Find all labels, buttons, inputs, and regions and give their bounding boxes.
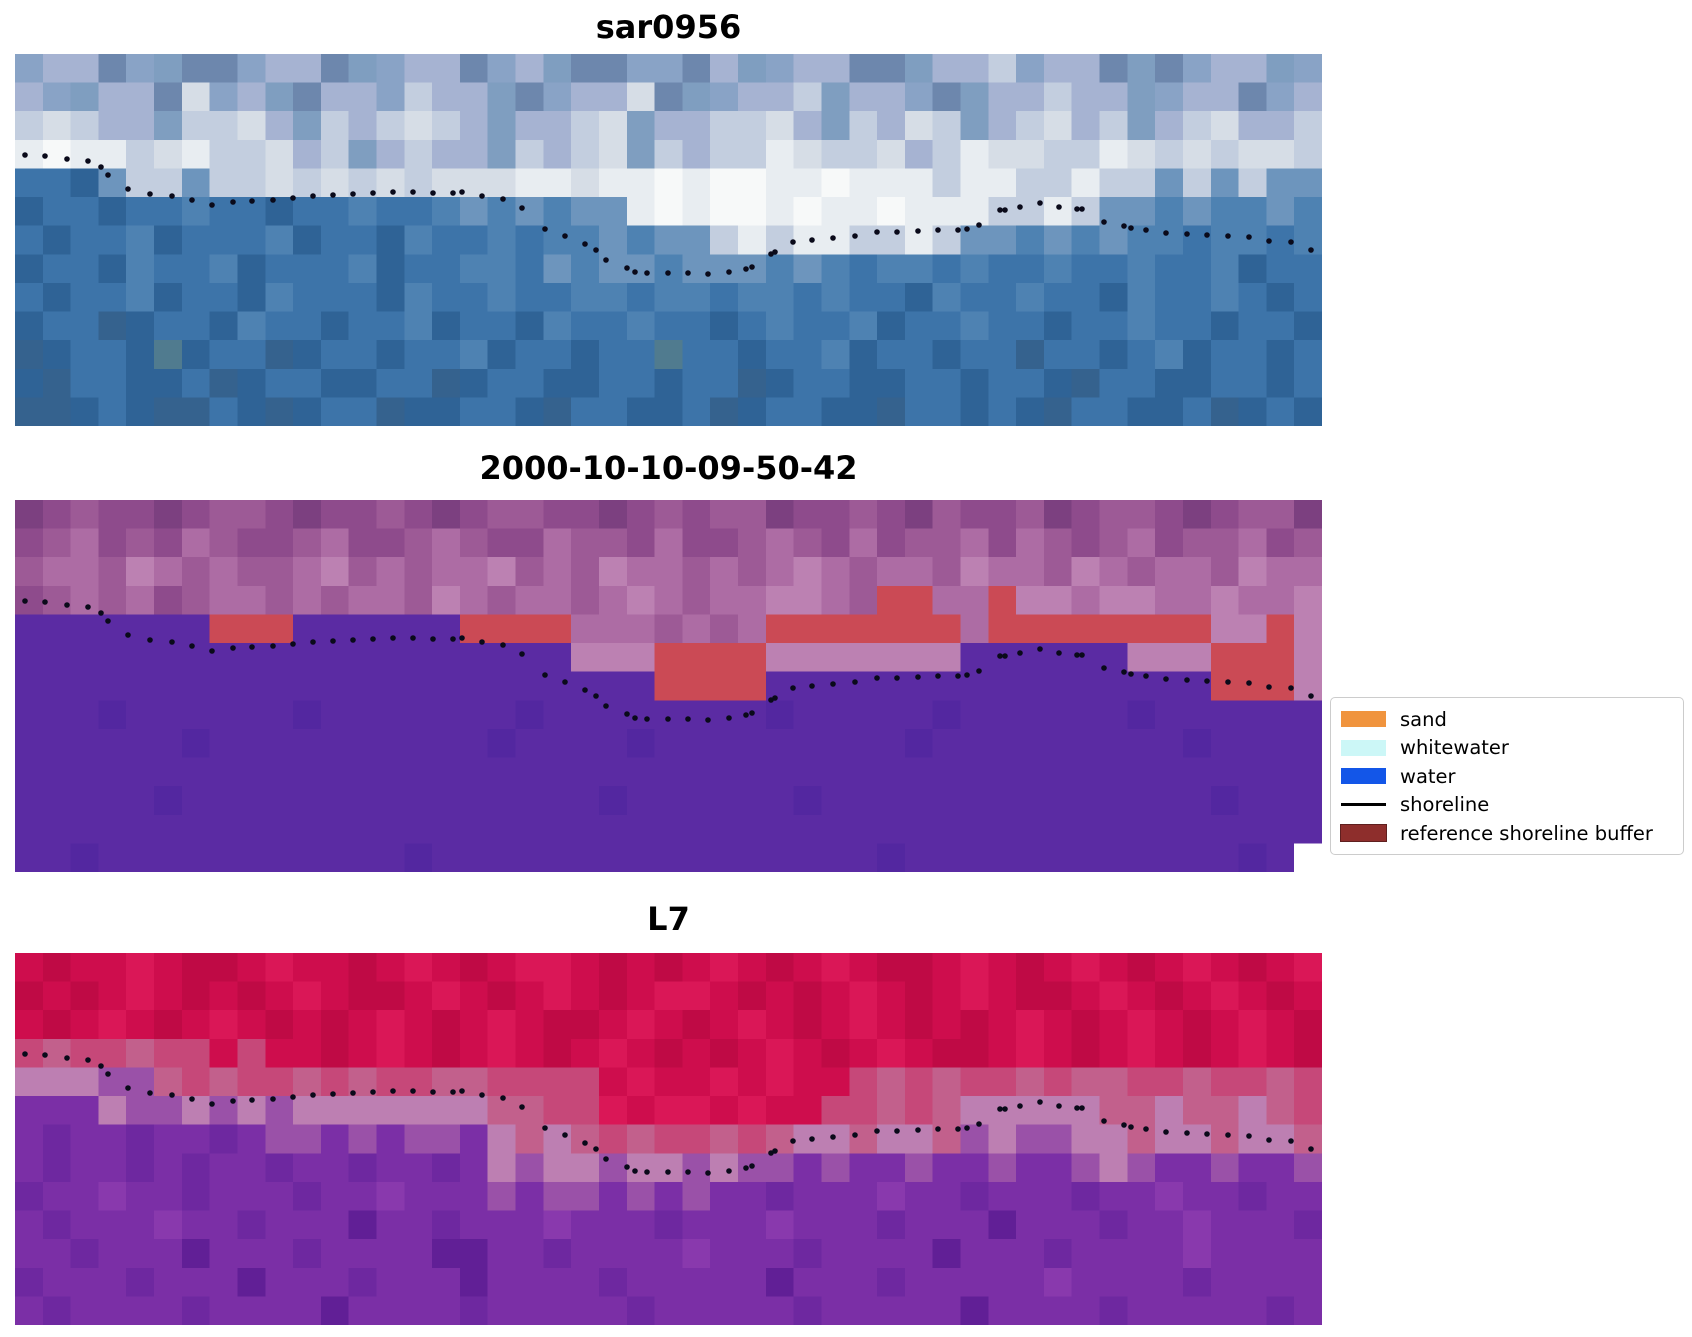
legend-label: water	[1400, 764, 1456, 788]
legend: sand whitewater water shoreline reference sh…	[1330, 697, 1684, 855]
whitewater-swatch	[1341, 739, 1386, 756]
panel-title-datetime: 2000-10-10-09-50-42	[479, 449, 858, 487]
classified-image-panel	[15, 500, 1322, 872]
legend-label: sand	[1400, 707, 1447, 731]
legend-label: reference shoreline buffer	[1400, 821, 1653, 845]
legend-label: shoreline	[1400, 793, 1490, 816]
sar-image-canvas	[15, 54, 1322, 426]
l7-image-canvas	[15, 953, 1322, 1325]
legend-item-sand: sand	[1341, 706, 1673, 732]
classified-image-canvas	[15, 500, 1322, 872]
sar-image-panel	[15, 54, 1322, 426]
shoreline-dots-overlay	[22, 1051, 1314, 1176]
l7-image-panel	[15, 953, 1322, 1325]
legend-label: whitewater	[1400, 736, 1509, 759]
legend-item-shoreline: shoreline	[1341, 792, 1673, 818]
legend-item-whitewater: whitewater	[1341, 735, 1673, 761]
panel-title-l7: L7	[647, 900, 690, 938]
reference-shoreline-buffer-swatch	[1340, 824, 1387, 842]
shoreline-dots-overlay	[22, 598, 1314, 723]
panel-title-sar0956: sar0956	[595, 8, 742, 46]
water-swatch	[1341, 768, 1386, 784]
shoreline-dots-overlay	[22, 152, 1314, 277]
legend-item-water: water	[1341, 763, 1673, 789]
sand-swatch	[1341, 711, 1386, 727]
legend-item-reference-shoreline-buffer: reference shoreline buffer	[1340, 820, 1673, 846]
shoreline-swatch	[1341, 803, 1386, 806]
